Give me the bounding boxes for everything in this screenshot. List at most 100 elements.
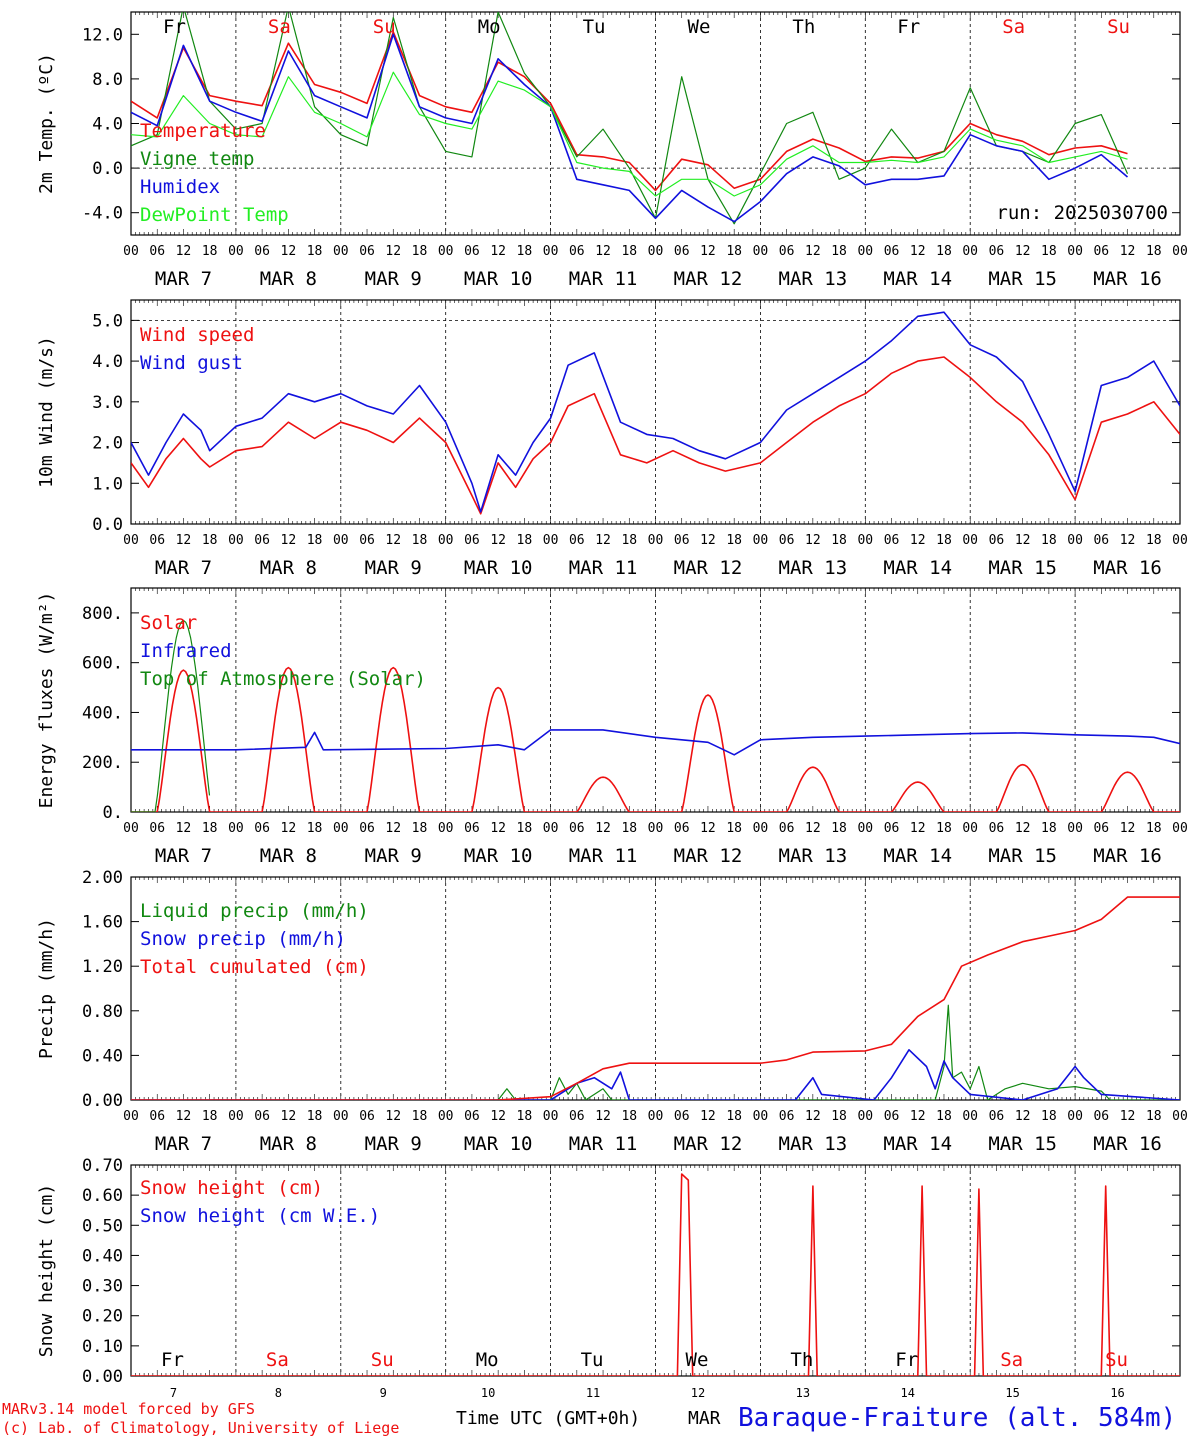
- hour-label: 18: [726, 821, 742, 836]
- hour-label: 18: [621, 821, 637, 836]
- hour-label: 06: [884, 821, 900, 836]
- weekday-label: Fr: [897, 16, 920, 38]
- hour-label: 18: [307, 1109, 323, 1124]
- series-line-red: [131, 666, 1180, 812]
- hour-label: 18: [517, 821, 533, 836]
- hour-label: 18: [412, 1109, 428, 1124]
- hour-label: 12: [176, 1109, 192, 1124]
- hour-label: 06: [674, 1109, 690, 1124]
- y-tick-label: 4.0: [92, 352, 123, 372]
- hour-label: 18: [831, 244, 847, 259]
- hour-label: 06: [464, 821, 480, 836]
- y-axis-label: 10m Wind (m/s): [36, 336, 57, 488]
- hour-label: 18: [1146, 1109, 1162, 1124]
- hour-label: 06: [1093, 244, 1109, 259]
- hour-label: 00: [228, 1109, 244, 1124]
- series-line-lightgreen: [131, 71, 1128, 197]
- date-label: MAR 11: [569, 845, 638, 867]
- y-axis-label: Snow height (cm): [36, 1184, 57, 1357]
- hour-label: 00: [753, 821, 769, 836]
- hour-label: 00: [857, 1109, 873, 1124]
- hour-label: 12: [176, 821, 192, 836]
- hour-label: 06: [989, 244, 1005, 259]
- hour-label: 06: [149, 821, 165, 836]
- y-tick-label: 0.30: [82, 1277, 123, 1297]
- y-tick-label: 1.0: [92, 474, 123, 494]
- day-number: 14: [901, 1386, 915, 1400]
- hour-label: 18: [831, 821, 847, 836]
- date-label: MAR 10: [464, 1133, 533, 1155]
- hour-label: 00: [543, 821, 559, 836]
- series-group: [131, 12, 1129, 225]
- panel-4: 0.00 0.10 0.20 0.30 0.40 0.50 0.60 0.70 Snow hei…: [36, 1156, 1181, 1387]
- hour-label: 18: [307, 533, 323, 548]
- panel-3: 0.00 0.40 0.80 1.20 1.60 2.00 Precip (mm/h) 00 0…: [36, 868, 1188, 1155]
- date-label: MAR 11: [569, 268, 638, 290]
- day-number: 11: [586, 1386, 600, 1400]
- hour-label: 18: [726, 244, 742, 259]
- hour-label: 06: [779, 244, 795, 259]
- hour-label: 06: [359, 821, 375, 836]
- legend-entry: Snow height (cm): [140, 1177, 323, 1199]
- date-label: MAR 7: [155, 845, 212, 867]
- hour-label: 18: [412, 533, 428, 548]
- date-label: MAR 7: [155, 1133, 212, 1155]
- series-group: [131, 311, 1180, 515]
- y-tick-label: 0.10: [82, 1337, 123, 1357]
- hour-label: 12: [1015, 244, 1031, 259]
- hour-label: 00: [438, 1109, 454, 1124]
- legend-entry: Total cumulated (cm): [140, 956, 369, 978]
- y-tick-label: 0.80: [82, 1002, 123, 1022]
- date-label: MAR 10: [464, 557, 533, 579]
- date-label: MAR 12: [674, 1133, 743, 1155]
- series-group: [131, 896, 1180, 1100]
- hour-label: 00: [857, 244, 873, 259]
- legend-entry: Wind gust: [140, 352, 243, 374]
- y-tick-label: 1.60: [82, 913, 123, 933]
- y-tick-label: 12.0: [82, 25, 123, 45]
- weekday-label: Su: [1107, 16, 1130, 38]
- hour-label: 18: [202, 1109, 218, 1124]
- legend-entry: Top of Atmosphere (Solar): [140, 668, 426, 690]
- legend-entry: Humidex: [140, 176, 220, 198]
- legend-entry: Temperature: [140, 120, 266, 142]
- hour-label: 12: [1015, 533, 1031, 548]
- hour-label: 18: [1041, 533, 1057, 548]
- plot-frame: [130, 587, 1181, 813]
- day-number: 9: [380, 1386, 387, 1400]
- hour-label: 12: [281, 1109, 297, 1124]
- hour-label: 12: [490, 821, 506, 836]
- series-line-green: [131, 1004, 1180, 1100]
- hour-label: 06: [149, 1109, 165, 1124]
- weekday-label: Su: [371, 1349, 394, 1371]
- hour-label: 12: [385, 821, 401, 836]
- hour-label: 00: [753, 1109, 769, 1124]
- legend-entry: Liquid precip (mm/h): [140, 900, 369, 922]
- hour-label: 00: [1067, 533, 1083, 548]
- hour-label: 12: [1120, 1109, 1136, 1124]
- hour-label: 00: [857, 821, 873, 836]
- hour-label: 18: [726, 533, 742, 548]
- hour-label: 12: [1120, 821, 1136, 836]
- hour-label: 18: [831, 533, 847, 548]
- series-line-blue: [131, 33, 1129, 223]
- y-tick-label: 0.00: [82, 1091, 123, 1111]
- hour-label: 00: [648, 1109, 664, 1124]
- y-tick-label: 0.: [103, 803, 123, 823]
- panel-2: 0. 200. 400. 600. 800. Energy fluxes (W/m²) 00…: [36, 587, 1188, 867]
- hour-label: 18: [1146, 533, 1162, 548]
- y-tick-label: 0.60: [82, 1186, 123, 1206]
- hour-label: 12: [595, 1109, 611, 1124]
- hour-label: 06: [464, 1109, 480, 1124]
- y-axis-label: 2m Temp. (ºC): [36, 53, 57, 194]
- date-label: MAR 7: [155, 268, 212, 290]
- hour-label: 12: [176, 533, 192, 548]
- date-label: MAR 12: [674, 557, 743, 579]
- hour-label: 00: [438, 821, 454, 836]
- hour-label: 12: [1015, 1109, 1031, 1124]
- date-label: MAR 8: [260, 1133, 317, 1155]
- weekday-label: Mo: [476, 1349, 499, 1371]
- hour-label: 06: [254, 1109, 270, 1124]
- weekday-label: Sa: [1000, 1349, 1023, 1371]
